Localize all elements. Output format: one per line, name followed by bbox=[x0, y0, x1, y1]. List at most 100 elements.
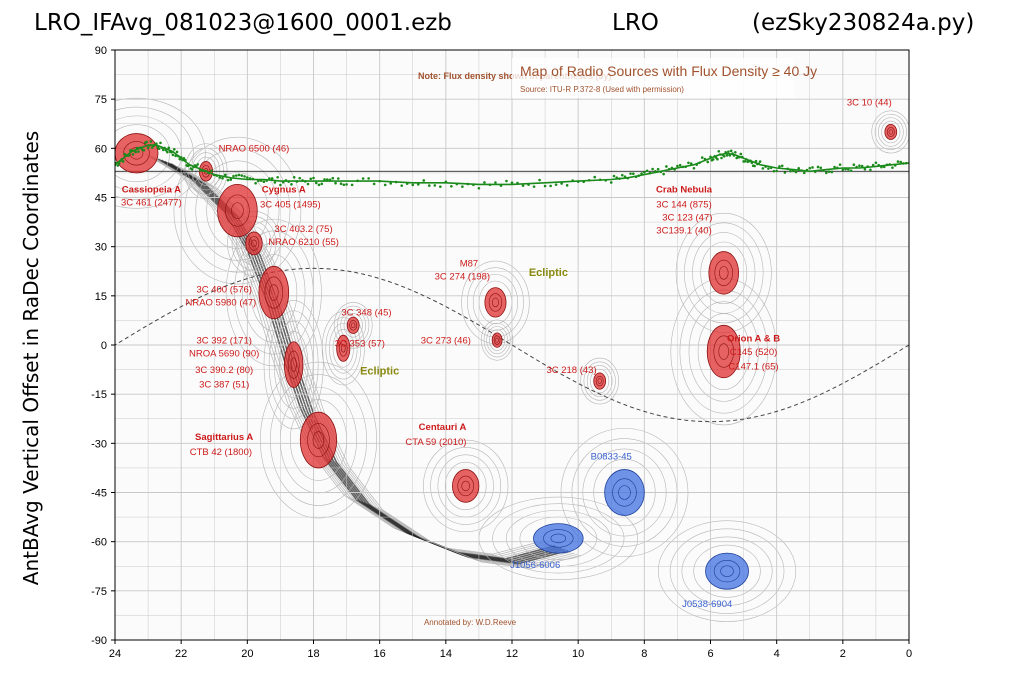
trace-point bbox=[240, 174, 244, 177]
trace-point bbox=[560, 182, 563, 185]
trace-point bbox=[739, 152, 743, 156]
x-tick-label: 6 bbox=[707, 648, 713, 660]
trace-point bbox=[844, 167, 847, 171]
trace-point bbox=[372, 182, 376, 186]
x-tick-label: 2 bbox=[840, 648, 846, 660]
trace-point bbox=[764, 165, 767, 168]
radio-source-blue-ring bbox=[612, 478, 637, 507]
contour-ring bbox=[333, 302, 373, 349]
trace-point bbox=[819, 166, 823, 170]
radio-source-red bbox=[299, 411, 338, 469]
trace-point bbox=[772, 169, 776, 173]
source-label: 3C 390.2 (80) bbox=[195, 365, 253, 376]
trace-point bbox=[298, 176, 302, 180]
radio-source-red bbox=[346, 316, 360, 334]
trace-point bbox=[543, 184, 547, 188]
trace-point bbox=[750, 161, 754, 165]
trace-point bbox=[149, 140, 153, 143]
source-label: 3C 123 (47) bbox=[662, 212, 712, 223]
trace-point bbox=[159, 141, 162, 145]
contour-ring bbox=[115, 106, 194, 200]
source-label: 3C 405 (1495) bbox=[260, 199, 321, 210]
radio-source-red bbox=[884, 124, 898, 140]
contour-ring bbox=[242, 242, 306, 343]
radio-source-red-ring bbox=[264, 276, 284, 309]
trace-point bbox=[516, 181, 519, 185]
trace-point bbox=[145, 140, 149, 144]
trace-point bbox=[725, 154, 729, 157]
trace-point bbox=[718, 153, 722, 156]
contour-ring bbox=[340, 309, 367, 342]
trace-point bbox=[651, 167, 654, 171]
trace-point bbox=[648, 171, 652, 175]
trace-point bbox=[676, 164, 679, 168]
y-tick-label: 60 bbox=[95, 143, 107, 155]
trace-point bbox=[778, 165, 781, 168]
trace-point bbox=[427, 184, 431, 187]
trace-point bbox=[670, 166, 674, 170]
x-tick-label: 24 bbox=[109, 648, 121, 660]
trace-point bbox=[654, 170, 657, 173]
y-tick-label: 15 bbox=[95, 291, 107, 303]
trace-point bbox=[161, 148, 165, 152]
source-label: 3C 353 (57) bbox=[335, 339, 385, 350]
radio-source-red-ring bbox=[457, 475, 474, 497]
trace-point bbox=[251, 177, 255, 181]
x-tick-label: 8 bbox=[641, 648, 647, 660]
radio-source-red-ring bbox=[718, 343, 729, 360]
source-label: 3C 461 (2477) bbox=[121, 198, 182, 209]
trace-point bbox=[339, 182, 343, 186]
radio-source-blue bbox=[604, 469, 645, 516]
trace-point bbox=[783, 171, 787, 174]
source-label: B0833-45 bbox=[591, 452, 632, 463]
y-tick-label: -45 bbox=[91, 488, 107, 500]
source-label: C145 (520) bbox=[730, 347, 778, 358]
trace-point bbox=[604, 179, 608, 182]
radio-source-red-ring bbox=[225, 194, 250, 227]
trace-point bbox=[740, 155, 744, 159]
trace-point bbox=[450, 184, 453, 188]
contour-ring bbox=[263, 300, 324, 430]
trace-point bbox=[805, 168, 809, 172]
trace-point bbox=[794, 170, 798, 174]
x-tick-label: 4 bbox=[774, 648, 780, 660]
source-label: NROA 5690 (90) bbox=[189, 348, 259, 359]
contour-ring bbox=[881, 120, 901, 144]
trace-point bbox=[753, 164, 756, 168]
contour-ring bbox=[480, 319, 514, 361]
radio-source-red-ring bbox=[231, 202, 244, 219]
trace-point bbox=[899, 160, 903, 164]
trace-point bbox=[711, 158, 715, 161]
trace-point bbox=[698, 161, 701, 165]
trace-point bbox=[808, 166, 812, 170]
contour-ring bbox=[430, 447, 502, 525]
radio-source-red-ring bbox=[491, 297, 499, 308]
trace-point bbox=[400, 184, 404, 187]
trace-point bbox=[323, 178, 326, 181]
trace-point bbox=[632, 172, 635, 176]
trace-point bbox=[833, 165, 836, 169]
radio-source-red bbox=[258, 265, 290, 320]
trace-point bbox=[411, 183, 415, 187]
trace-point bbox=[306, 182, 310, 186]
trace-point bbox=[609, 181, 613, 184]
trace-point bbox=[521, 184, 525, 187]
trace-point bbox=[866, 165, 869, 168]
source-label: 3C 274 (198) bbox=[435, 271, 490, 282]
trace-point bbox=[223, 173, 227, 177]
y-tick-label: 45 bbox=[95, 193, 107, 205]
trace-point bbox=[350, 183, 354, 187]
contour-ring bbox=[321, 311, 365, 386]
radio-source-red-ring bbox=[461, 480, 470, 492]
trace-point bbox=[855, 165, 858, 169]
trace-point bbox=[120, 157, 124, 161]
x-tick-label: 22 bbox=[175, 648, 187, 660]
trace-point bbox=[342, 183, 346, 187]
source-label: 3C 10 (44) bbox=[847, 98, 892, 109]
trace-point bbox=[295, 180, 299, 183]
radio-source-red-ring bbox=[718, 266, 729, 280]
trace-point bbox=[212, 173, 216, 177]
contour-ring bbox=[259, 361, 377, 519]
trace-point bbox=[822, 169, 825, 172]
trace-point bbox=[314, 181, 318, 185]
